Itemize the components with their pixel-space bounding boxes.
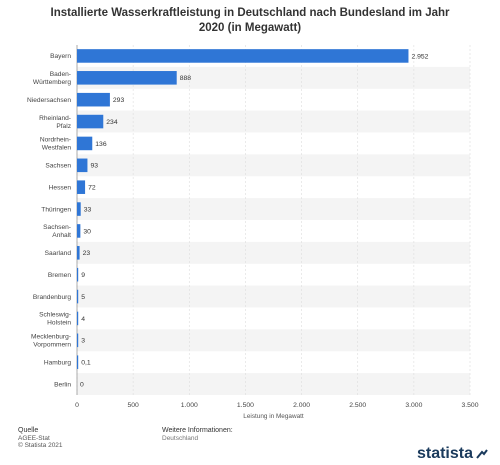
source-line: AGEE-Stat <box>18 434 50 442</box>
bar <box>77 158 88 173</box>
category-label: Sachsen <box>45 163 71 170</box>
category-label: Niedersachsen <box>27 97 71 104</box>
category-label: Berlin <box>54 381 71 388</box>
source-heading: Quelle <box>18 427 39 434</box>
logo-text: statista <box>416 445 473 462</box>
logo-arrow-icon <box>476 449 488 459</box>
category-label: Bremen <box>48 272 71 279</box>
row-band <box>77 154 470 177</box>
info-heading: Weitere Informationen: <box>162 427 233 434</box>
category-label: Hessen <box>49 184 72 191</box>
x-tick-label: 3.500 <box>461 402 478 409</box>
value-label: 4 <box>81 316 85 323</box>
category-label: Brandenburg <box>33 294 71 301</box>
info-text: Deutschland <box>162 434 199 442</box>
x-tick-label: 2.000 <box>293 402 310 409</box>
bar <box>77 114 104 129</box>
value-label: 9 <box>81 272 85 279</box>
value-label: 23 <box>83 250 91 257</box>
value-label: 33 <box>84 206 92 213</box>
row-band <box>77 110 470 133</box>
source-block: Quelle AGEE-Stat © Statista 2021 <box>18 427 63 450</box>
bar-chart: Bayern 2.952 Baden-Württemberg 888 Niedersac… <box>27 45 479 420</box>
bar <box>77 71 177 85</box>
row-band <box>77 329 470 352</box>
x-tick-label: 0 <box>75 402 79 409</box>
category-label: Sachsen-Anhalt <box>43 224 71 239</box>
row-band <box>77 198 470 220</box>
bar <box>77 136 93 151</box>
category-label: Hamburg <box>44 359 71 366</box>
row-band <box>77 285 470 308</box>
bar <box>77 92 110 107</box>
row-band <box>77 373 470 395</box>
row-band <box>77 241 470 264</box>
value-label: 93 <box>90 163 98 170</box>
value-label: 3 <box>81 338 85 345</box>
chart-title: Installierte Wasserkraftleistung in Deut… <box>50 7 450 34</box>
x-axis-label: Leistung in Megawatt <box>243 413 304 420</box>
bar <box>77 333 79 348</box>
bar <box>77 224 81 238</box>
x-tick-label: 3.000 <box>405 402 422 409</box>
bar <box>77 202 81 216</box>
category-label: Nordrhein-Westfalen <box>40 137 71 152</box>
value-label: 234 <box>106 119 118 126</box>
category-label: Baden-Württemberg <box>33 71 71 86</box>
value-label: 0 <box>80 381 84 388</box>
value-label: 136 <box>95 141 107 148</box>
category-label: Rheinland-Pfalz <box>39 115 71 130</box>
value-label: 30 <box>83 228 91 235</box>
bar <box>77 49 409 63</box>
value-label: 5 <box>81 294 85 301</box>
category-label: Thüringen <box>41 206 71 213</box>
statista-logo: statista <box>417 445 488 463</box>
value-label: 888 <box>180 75 192 82</box>
value-label: 72 <box>88 185 96 192</box>
bar <box>77 311 79 326</box>
footer: Quelle AGEE-Stat © Statista 2021 Weitere… <box>0 427 500 465</box>
category-label: Schleswig-Holstein <box>39 312 71 327</box>
bar <box>77 267 79 282</box>
bar <box>77 289 79 304</box>
category-label: Saarland <box>45 250 72 257</box>
x-tick-label: 1.000 <box>181 402 198 409</box>
info-block[interactable]: Weitere Informationen: Deutschland <box>162 427 233 442</box>
value-label: 2.952 <box>411 53 428 60</box>
source-line: © Statista 2021 <box>18 442 63 449</box>
category-label: Mecklenburg-Vorpommern <box>31 334 71 349</box>
value-label: 293 <box>113 97 125 104</box>
category-label: Bayern <box>50 53 71 60</box>
x-tick-label: 500 <box>127 402 139 409</box>
value-label: 0,1 <box>81 360 91 367</box>
bar <box>77 355 79 369</box>
x-tick-label: 2.500 <box>349 402 366 409</box>
bar <box>77 180 86 194</box>
x-tick-label: 1.500 <box>237 402 254 409</box>
bar <box>77 246 80 260</box>
